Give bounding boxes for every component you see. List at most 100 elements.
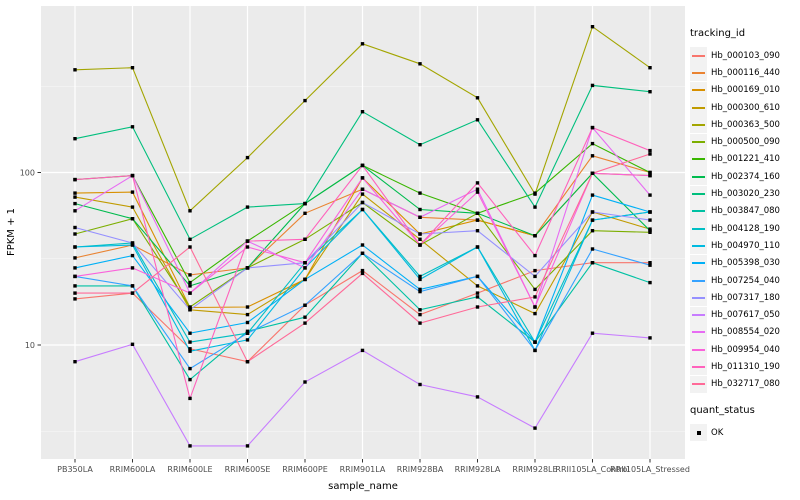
- legend-item-Hb_003020_230: Hb_003020_230: [690, 185, 798, 203]
- data-point: [533, 287, 537, 292]
- data-point: [360, 251, 365, 255]
- data-point: [303, 237, 307, 241]
- data-point: [475, 284, 480, 288]
- legend-item-Hb_000116_440: Hb_000116_440: [690, 64, 798, 82]
- legend-key-box: [690, 341, 707, 359]
- legend-key-box: [690, 64, 707, 82]
- data-point: [648, 148, 652, 153]
- x-tick-label: RRIM928LE: [512, 465, 557, 474]
- data-point: [73, 256, 77, 260]
- legend-key-box: [690, 237, 707, 255]
- legend-item-Hb_000363_500: Hb_000363_500: [690, 116, 798, 134]
- legend-item-Hb_007617_050: Hb_007617_050: [690, 306, 798, 324]
- data-point: [360, 207, 365, 212]
- data-point: [418, 215, 422, 219]
- data-point: [245, 444, 250, 448]
- data-point: [188, 280, 192, 285]
- data-point: [418, 243, 422, 247]
- legend-line-swatch: [692, 279, 705, 282]
- legend-item-Hb_032717_080: Hb_032717_080: [690, 375, 798, 393]
- legend-item-Hb_001221_410: Hb_001221_410: [690, 150, 798, 168]
- data-point: [533, 253, 537, 258]
- data-point: [648, 229, 652, 233]
- data-point: [130, 284, 135, 288]
- legend-line-swatch: [692, 106, 705, 109]
- legend-item-Hb_007254_040: Hb_007254_040: [690, 272, 798, 289]
- legend-item-label: Hb_003020_230: [711, 189, 780, 200]
- data-point: [303, 380, 307, 384]
- data-point: [303, 303, 307, 307]
- legend-line-swatch: [692, 123, 705, 126]
- legend-item-Hb_005398_030: Hb_005398_030: [690, 254, 798, 272]
- data-point: [130, 173, 135, 178]
- data-point: [590, 218, 595, 222]
- data-point: [188, 347, 192, 351]
- legend-items-tracking-id: Hb_000103_090 Hb_000116_440 Hb_000169_010 H…: [690, 47, 798, 393]
- data-point: [475, 291, 480, 295]
- data-point: [303, 315, 307, 319]
- data-point: [533, 295, 537, 299]
- data-point: [648, 90, 652, 94]
- legend-item-Hb_011310_190: Hb_011310_190: [690, 358, 798, 376]
- data-point: [418, 287, 422, 292]
- legend-key-box: [690, 168, 707, 186]
- data-point: [590, 247, 595, 251]
- data-point: [533, 305, 537, 309]
- data-point: [360, 192, 365, 196]
- legend-item-Hb_000169_010: Hb_000169_010: [690, 81, 798, 99]
- y-tick-label: 10: [25, 341, 35, 350]
- data-point: [648, 170, 652, 175]
- data-point: [245, 338, 250, 342]
- legend-item-label: Hb_000169_010: [711, 85, 780, 96]
- data-point: [533, 426, 537, 430]
- data-point: [245, 360, 250, 364]
- data-point: [73, 201, 77, 206]
- legend-key-box: [690, 375, 707, 393]
- legend-key-box: [690, 202, 707, 220]
- data-point: [245, 266, 250, 270]
- data-point: [303, 261, 307, 265]
- data-point: [130, 291, 135, 295]
- data-point: [648, 210, 652, 214]
- legend-line-swatch: [692, 262, 705, 265]
- data-point: [360, 271, 365, 276]
- data-point: [475, 218, 480, 222]
- data-point: [188, 308, 192, 312]
- legend-item-label: Hb_005398_030: [711, 258, 780, 269]
- data-point: [73, 225, 77, 230]
- data-point: [130, 253, 135, 258]
- data-point: [360, 348, 365, 353]
- legend-item-Hb_000500_090: Hb_000500_090: [690, 133, 798, 151]
- data-point: [360, 200, 365, 205]
- data-point: [533, 348, 537, 353]
- legend-line-swatch: [692, 158, 705, 161]
- data-point: [475, 274, 480, 279]
- data-point: [245, 312, 250, 317]
- data-point: [188, 237, 192, 241]
- data-point: [245, 331, 250, 335]
- data-point: [188, 396, 192, 401]
- data-point: [648, 263, 652, 267]
- x-axis-title: sample_name: [328, 481, 398, 492]
- data-point: [130, 342, 135, 346]
- data-point: [303, 277, 307, 282]
- x-tick-label: RRIM928BA: [397, 465, 444, 474]
- data-point: [303, 321, 307, 325]
- legend-key-box: [690, 272, 707, 289]
- data-point: [418, 237, 422, 241]
- x-tick-label: RRII105LA_Control: [555, 465, 629, 474]
- legend-item-Hb_000103_090: Hb_000103_090: [690, 47, 798, 65]
- data-point: [130, 66, 135, 70]
- data-point: [648, 173, 652, 178]
- data-point: [130, 190, 135, 194]
- legend-key-box: [690, 150, 707, 168]
- data-point: [533, 274, 537, 279]
- data-point: [590, 193, 595, 197]
- data-point: [360, 42, 365, 46]
- legend-item-label: Hb_007254_040: [711, 275, 780, 286]
- data-point: [533, 340, 537, 344]
- data-point: [73, 360, 77, 364]
- legend-line-swatch: [692, 244, 705, 247]
- data-point: [590, 331, 595, 335]
